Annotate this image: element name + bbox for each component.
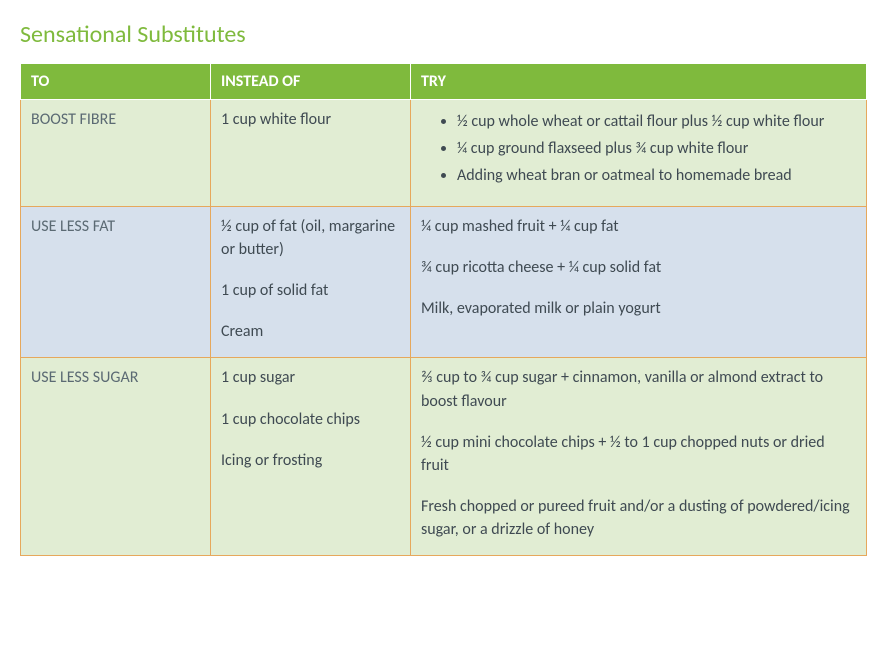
try-text: ½ cup mini chocolate chips + ½ to 1 cup … xyxy=(421,431,856,477)
try-list-item: ½ cup whole wheat or cattail flour plus … xyxy=(457,110,856,133)
instead-cell: 1 cup white flour xyxy=(211,100,411,207)
try-cell: ¼ cup mashed fruit + ¼ cup fat ¾ cup ric… xyxy=(411,206,867,358)
instead-text: ½ cup of fat (oil, margarine or butter) xyxy=(221,215,400,261)
instead-text: 1 cup white flour xyxy=(221,108,400,131)
instead-text: 1 cup sugar xyxy=(221,366,400,389)
substitutes-table: TO INSTEAD OF TRY BOOST FIBRE 1 cup whit… xyxy=(20,63,867,556)
instead-cell: 1 cup sugar 1 cup chocolate chips Icing … xyxy=(211,358,411,556)
instead-cell: ½ cup of fat (oil, margarine or butter) … xyxy=(211,206,411,358)
col-header-to: TO xyxy=(21,64,211,100)
page-title: Sensational Substitutes xyxy=(20,20,866,49)
try-list-item: ¼ cup ground flaxseed plus ¾ cup white f… xyxy=(457,137,856,160)
try-text: Fresh chopped or pureed fruit and/or a d… xyxy=(421,495,856,541)
instead-text: Cream xyxy=(221,320,400,343)
instead-text: 1 cup of solid fat xyxy=(221,279,400,302)
try-cell: ½ cup whole wheat or cattail flour plus … xyxy=(411,100,867,207)
try-text: ¼ cup mashed fruit + ¼ cup fat xyxy=(421,215,856,238)
table-header-row: TO INSTEAD OF TRY xyxy=(21,64,867,100)
try-list-item: Adding wheat bran or oatmeal to homemade… xyxy=(457,164,856,187)
col-header-try: TRY xyxy=(411,64,867,100)
try-text: ¾ cup ricotta cheese + ¼ cup solid fat xyxy=(421,256,856,279)
table-row: USE LESS SUGAR 1 cup sugar 1 cup chocola… xyxy=(21,358,867,556)
try-text: Milk, evaporated milk or plain yogurt xyxy=(421,297,856,320)
goal-cell: USE LESS FAT xyxy=(21,206,211,358)
table-row: USE LESS FAT ½ cup of fat (oil, margarin… xyxy=(21,206,867,358)
instead-text: 1 cup chocolate chips xyxy=(221,408,400,431)
table-row: BOOST FIBRE 1 cup white flour ½ cup whol… xyxy=(21,100,867,207)
goal-cell: BOOST FIBRE xyxy=(21,100,211,207)
try-cell: ⅔ cup to ¾ cup sugar + cinnamon, vanilla… xyxy=(411,358,867,556)
col-header-instead: INSTEAD OF xyxy=(211,64,411,100)
try-text: ⅔ cup to ¾ cup sugar + cinnamon, vanilla… xyxy=(421,366,856,412)
goal-cell: USE LESS SUGAR xyxy=(21,358,211,556)
instead-text: Icing or frosting xyxy=(221,449,400,472)
try-list: ½ cup whole wheat or cattail flour plus … xyxy=(421,110,856,188)
